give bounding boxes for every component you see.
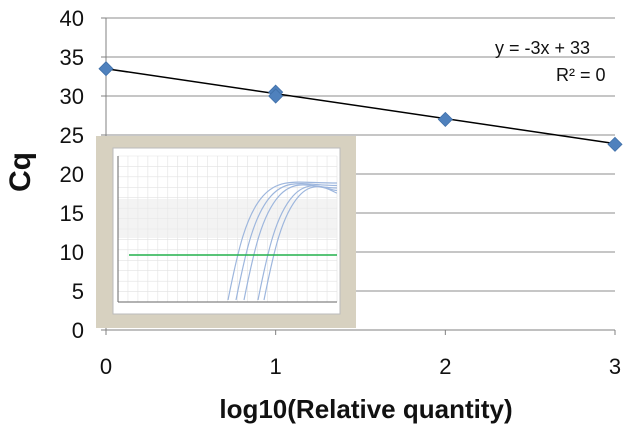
y-tick-label: 40 bbox=[60, 6, 84, 31]
y-tick-label: 0 bbox=[72, 318, 84, 343]
inset-image bbox=[96, 136, 356, 328]
y-tick-label: 20 bbox=[60, 162, 84, 187]
x-tick-label: 1 bbox=[270, 354, 282, 379]
y-tick-label: 35 bbox=[60, 45, 84, 70]
equation-label: y = -3x + 33 bbox=[495, 38, 590, 58]
x-tick-labels: 0 1 2 3 bbox=[100, 330, 621, 379]
x-tick-label: 2 bbox=[439, 354, 451, 379]
data-point bbox=[98, 61, 114, 77]
x-tick-label: 3 bbox=[609, 354, 621, 379]
trendline bbox=[105, 67, 616, 145]
r-squared-label: R² = 0 bbox=[556, 65, 606, 85]
y-tick-label: 10 bbox=[60, 240, 84, 265]
inset-curve bbox=[263, 186, 338, 301]
inset-shaded-band bbox=[118, 199, 337, 238]
y-tick-label: 30 bbox=[60, 84, 84, 109]
inset-curve bbox=[227, 181, 338, 301]
y-tick-labels: 0 5 10 15 20 25 30 35 40 bbox=[60, 6, 106, 343]
data-points bbox=[98, 61, 623, 152]
y-tick-label: 5 bbox=[72, 279, 84, 304]
x-tick-label: 0 bbox=[100, 354, 112, 379]
inset-amplification-curves bbox=[227, 181, 338, 301]
data-point bbox=[268, 88, 284, 104]
inset-curve bbox=[235, 183, 338, 301]
y-axis-title: Cq bbox=[4, 152, 37, 192]
data-point bbox=[437, 111, 453, 127]
data-point bbox=[607, 136, 623, 152]
x-axis-title: log10(Relative quantity) bbox=[219, 394, 512, 424]
y-tick-label: 15 bbox=[60, 201, 84, 226]
y-tick-label: 25 bbox=[60, 123, 84, 148]
